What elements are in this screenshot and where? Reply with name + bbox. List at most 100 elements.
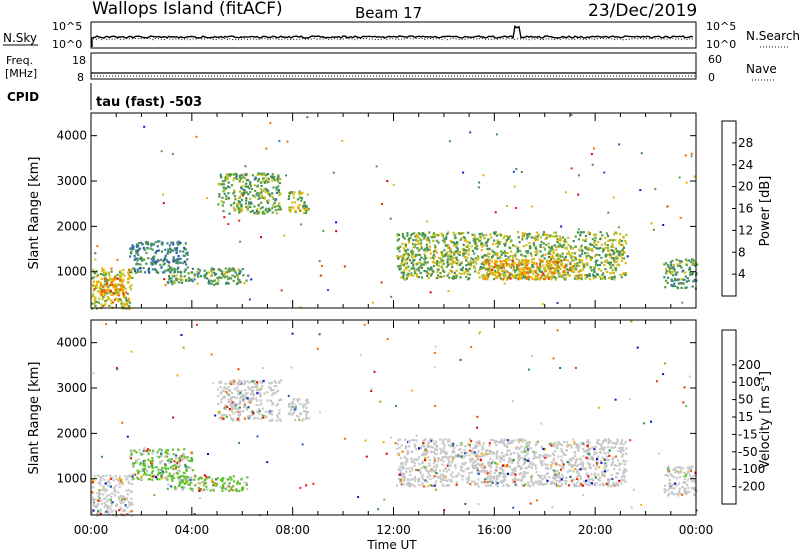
range-gate-cell — [129, 288, 132, 291]
range-gate-cell — [187, 276, 191, 279]
range-gate-cell — [542, 242, 545, 245]
range-gate-cell — [531, 355, 534, 357]
range-gate-cell — [492, 273, 495, 276]
range-gate-cell — [512, 257, 515, 260]
range-gate-cell — [96, 290, 99, 293]
range-gate-cell — [255, 210, 259, 213]
range-gate-cell — [419, 264, 422, 267]
range-gate-cell — [607, 442, 610, 445]
range-gate-cell — [115, 367, 118, 370]
range-gate-cell — [214, 478, 218, 481]
range-gate-cell — [140, 259, 144, 262]
range-gate-cell — [540, 422, 543, 425]
noise-panel-frame — [90, 21, 697, 49]
range-gate-cell — [445, 479, 448, 482]
range-gate-cell — [474, 239, 477, 243]
range-gate-cell — [189, 278, 192, 282]
range-gate-cell — [99, 290, 102, 293]
range-gate-cell — [514, 466, 517, 469]
range-gate-cell — [402, 264, 405, 267]
range-gate-cell — [476, 415, 479, 418]
range-gate-cell — [675, 258, 678, 261]
range-gate-cell — [239, 206, 242, 209]
range-gate-cell — [684, 275, 687, 278]
range-gate-cell — [568, 469, 572, 472]
range-gate-cell — [473, 234, 476, 237]
range-gate-cell — [406, 234, 409, 237]
range-gate-cell — [572, 438, 575, 441]
range-gate-cell — [248, 417, 251, 421]
range-gate-cell — [578, 265, 581, 268]
range-gate-cell — [439, 260, 443, 264]
range-gate-cell — [674, 272, 677, 275]
range-gate-cell — [446, 452, 449, 455]
range-gate-cell — [507, 236, 510, 239]
range-gate-cell — [447, 246, 450, 250]
range-gate-cell — [486, 247, 489, 250]
range-gate-cell — [437, 257, 441, 260]
range-gate-cell — [267, 409, 271, 412]
range-gate-cell — [459, 251, 462, 254]
range-gate-cell — [513, 185, 516, 188]
range-gate-cell — [210, 282, 213, 285]
range-gate-cell — [112, 292, 116, 295]
range-gate-cell — [254, 416, 257, 419]
range-gate-cell — [432, 239, 435, 243]
range-gate-cell — [401, 466, 404, 469]
range-gate-cell — [456, 454, 459, 457]
range-gate-cell — [665, 267, 668, 270]
range-gate-cell — [232, 279, 235, 282]
range-gate-cell — [252, 398, 255, 401]
range-gate-cell — [120, 286, 123, 289]
range-gate-cell — [145, 262, 148, 265]
range-gate-cell — [400, 463, 403, 466]
range-gate-cell — [547, 272, 550, 275]
range-gate-cell — [271, 207, 274, 210]
range-gate-cell — [465, 275, 468, 278]
range-gate-cell — [547, 252, 550, 255]
range-gate-cell — [570, 247, 573, 250]
range-gate-cell — [404, 438, 407, 441]
range-gate-cell — [227, 181, 230, 184]
range-gate-cell — [579, 481, 582, 484]
range-gate-cell — [245, 483, 248, 486]
range-gate-cell — [454, 243, 457, 246]
range-gate-cell — [273, 392, 276, 395]
range-gate-cell — [549, 454, 552, 457]
range-gate-cell — [291, 332, 294, 335]
range-gate-cell — [424, 479, 427, 482]
range-gate-cell — [496, 450, 499, 453]
range-gate-cell — [513, 276, 516, 279]
range-gate-cell — [451, 459, 454, 462]
range-gate-cell — [540, 270, 543, 273]
range-gate-cell — [137, 458, 140, 461]
range-gate-cell — [559, 239, 562, 242]
range-gate-cell — [543, 274, 546, 277]
range-gate-cell — [262, 414, 265, 417]
range-gate-cell — [247, 400, 250, 403]
range-gate-cell — [105, 488, 108, 491]
range-gate-cell — [131, 276, 134, 279]
range-gate-cell — [405, 467, 408, 470]
range-gate-cell — [186, 456, 189, 459]
range-gate-cell — [106, 296, 109, 299]
range-gate-cell — [603, 264, 606, 267]
range-gate-cell — [242, 398, 245, 401]
range-gate-cell — [511, 461, 514, 464]
range-gate-cell — [235, 175, 238, 178]
range-gate-cell — [237, 393, 240, 396]
range-gate-cell — [100, 502, 103, 506]
range-gate-cell — [607, 483, 610, 486]
range-gate-cell — [303, 204, 306, 207]
range-gate-cell — [129, 510, 132, 513]
range-gate-cell — [578, 249, 581, 252]
range-gate-cell — [111, 492, 114, 495]
range-gate-cell — [125, 291, 128, 294]
range-gate-cell — [161, 470, 164, 473]
range-gate-cell — [529, 447, 532, 450]
range-gate-cell — [286, 140, 289, 143]
range-gate-cell — [121, 498, 124, 501]
range-gate-cell — [670, 267, 673, 270]
range-gate-cell — [589, 447, 592, 450]
nsearch-noise-trace — [92, 37, 694, 41]
